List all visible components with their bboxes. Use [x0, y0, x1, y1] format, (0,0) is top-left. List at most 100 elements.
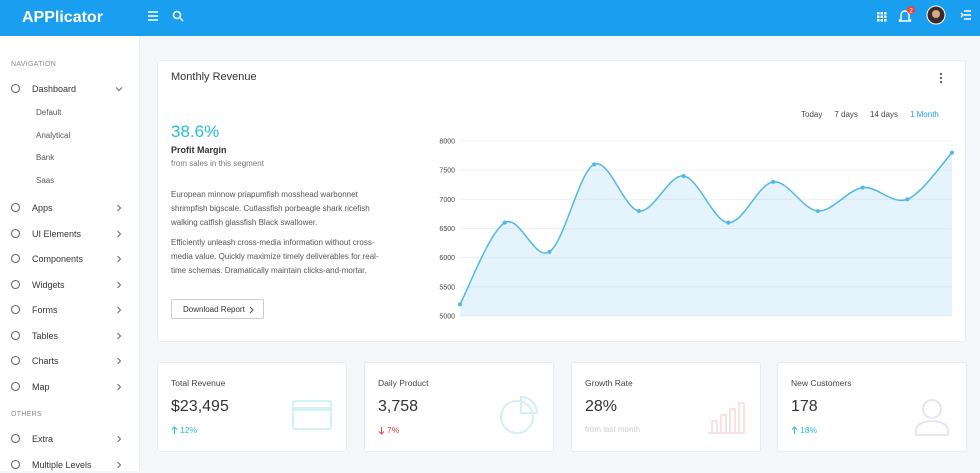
stat-change: 12%: [180, 425, 198, 435]
chevron-path: [117, 435, 122, 443]
card-title: Monthly Revenue: [171, 71, 257, 83]
download-button[interactable]: Download Report: [171, 299, 264, 319]
stat-title: New Customers: [791, 378, 852, 388]
submenu-item[interactable]: Default: [36, 108, 62, 117]
stat-icon: [292, 400, 332, 430]
sidebar: NAVIGATION Dashboard Default Analytical Bank…: [0, 36, 140, 471]
button-label: Download Report: [183, 305, 245, 314]
submenu-item[interactable]: Saas: [36, 176, 55, 186]
icon-shape: [10, 228, 21, 238]
chevron: [117, 461, 122, 468]
arrow-path: [171, 426, 178, 434]
chevron: [115, 87, 123, 92]
menu-item[interactable]: Widgets: [32, 279, 65, 290]
icon-shape: [10, 279, 21, 289]
point: [458, 302, 462, 307]
stat-title: Growth Rate: [585, 378, 633, 388]
y-tick-label: 8000: [439, 139, 455, 146]
profit-percentage: 38.6%: [171, 122, 220, 141]
menu-item[interactable]: Dashboard: [32, 84, 77, 94]
chevron: [117, 204, 122, 212]
menu-icon[interactable]: [148, 11, 158, 21]
menu-item[interactable]: Extra: [32, 434, 54, 444]
apps-icon[interactable]: [877, 12, 887, 22]
brand[interactable]: APPlicator: [22, 9, 103, 26]
point: [502, 220, 507, 225]
point: [860, 185, 865, 190]
menu-icon: [10, 279, 21, 289]
stat-title: Total Revenue: [171, 378, 226, 388]
menu-icon: [10, 381, 21, 391]
revenue-chart: 5000 5500 6000 6500 7000 7500 8000: [439, 139, 954, 321]
stat-card: New Customers 178 18%: [777, 362, 967, 452]
icon-shape: [10, 304, 21, 315]
menu-item[interactable]: Map: [32, 381, 50, 392]
chevron: [117, 230, 122, 237]
chevron: [117, 332, 122, 339]
icon-shape: [10, 202, 21, 213]
top-icons: 2: [148, 5, 971, 25]
trend-arrow: [171, 426, 178, 434]
range-tab[interactable]: Today: [801, 110, 823, 119]
y-tick-label: 5500: [439, 284, 455, 291]
menu-icon: [10, 202, 21, 213]
menu-item[interactable]: Components: [32, 254, 84, 264]
submenu-item[interactable]: Bank: [36, 153, 55, 163]
point: [636, 209, 641, 213]
revenue-card: Monthly Revenue Today 7 days 14 days 1 Mont…: [157, 60, 966, 342]
point: [726, 220, 731, 225]
stat-change: 7%: [387, 425, 400, 435]
icon-shape: [10, 330, 21, 340]
y-tick-label: 7000: [439, 197, 455, 204]
chevron: [117, 383, 122, 390]
chevron-path: [117, 230, 122, 237]
top-bar: APPlicator 2: [0, 0, 980, 36]
menu-icon: [10, 304, 21, 315]
chevron: [117, 306, 122, 314]
trend-arrow: [378, 427, 385, 435]
menu-item[interactable]: Tables: [32, 330, 59, 341]
profit-label: Profit Margin: [171, 145, 227, 155]
menu-item[interactable]: Multiple Levels: [32, 459, 92, 470]
chevron-path: [117, 383, 122, 390]
stat-value: 3,758: [378, 398, 419, 415]
arrow-path: [791, 426, 798, 434]
submenu-item[interactable]: Analytical: [36, 130, 71, 140]
chevron-path: [117, 306, 122, 314]
range-tab[interactable]: 1 Month: [909, 110, 939, 119]
more-icon[interactable]: [938, 72, 944, 84]
icon-shape: [10, 381, 21, 391]
y-tick-label: 7500: [439, 168, 455, 175]
point: [950, 150, 954, 155]
menu-item[interactable]: Forms: [32, 305, 58, 315]
section-title: OTHERS: [11, 411, 42, 418]
stat-change: 18%: [800, 425, 818, 435]
y-tick-label: 6000: [439, 255, 455, 262]
stat-icon: [500, 395, 539, 434]
point: [905, 197, 910, 202]
chevron-path: [117, 461, 122, 468]
menu-item[interactable]: UI Elements: [32, 228, 82, 239]
menu-icon: [10, 83, 21, 94]
chevron-path: [117, 332, 122, 339]
arrow-path: [378, 427, 385, 435]
menu-item[interactable]: Charts: [32, 356, 59, 366]
point: [771, 179, 776, 184]
icon-shape: [10, 83, 21, 94]
point: [547, 249, 552, 254]
badge: [907, 6, 915, 14]
stat-note: from last month: [585, 425, 641, 434]
search-icon[interactable]: [172, 10, 182, 20]
range-tab[interactable]: 7 days: [834, 110, 858, 119]
menu-icon: [10, 433, 21, 444]
y-tick-label: 5000: [439, 314, 455, 321]
stat-icon: [708, 402, 745, 434]
menu-icon: [10, 253, 21, 264]
menu-icon: [10, 228, 21, 238]
side-menu-icon[interactable]: [960, 10, 971, 20]
chevron-path: [117, 281, 122, 288]
menu-icon: [10, 330, 21, 340]
range-tab[interactable]: 14 days: [869, 110, 898, 119]
menu-item[interactable]: Apps: [32, 203, 53, 213]
menu-icon: [10, 459, 21, 469]
